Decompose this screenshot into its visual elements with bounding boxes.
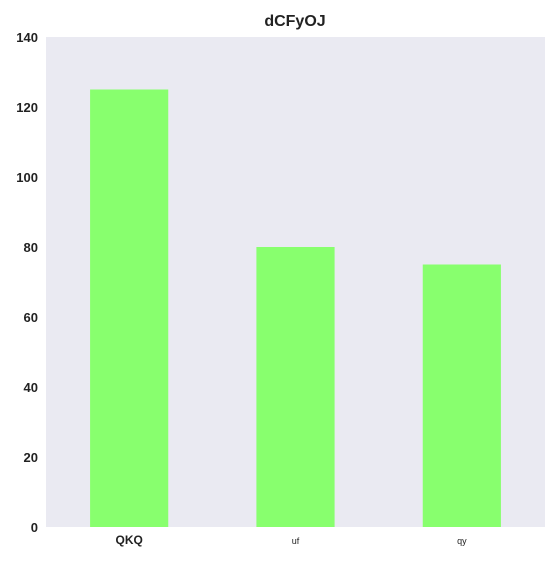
x-axis: QKQ uf qy xyxy=(115,533,467,547)
y-tick-label: 120 xyxy=(16,100,38,115)
x-tick-label: QKQ xyxy=(115,533,142,547)
x-tick-label: uf xyxy=(292,536,300,546)
chart-title: dCFyOJ xyxy=(264,13,325,30)
bar-qy xyxy=(422,264,501,527)
y-tick-label: 140 xyxy=(16,30,38,45)
bar-uf xyxy=(256,247,335,527)
y-tick-label: 40 xyxy=(24,380,38,395)
x-tick-label: qy xyxy=(457,536,467,546)
y-tick-label: 60 xyxy=(24,310,38,325)
y-tick-label: 0 xyxy=(31,520,38,535)
bar-series xyxy=(90,89,501,527)
y-tick-label: 80 xyxy=(24,240,38,255)
y-tick-label: 20 xyxy=(24,450,38,465)
bar-qkq xyxy=(90,89,169,527)
y-axis: 0 20 40 60 80 100 120 140 xyxy=(16,30,38,535)
y-tick-label: 100 xyxy=(16,170,38,185)
